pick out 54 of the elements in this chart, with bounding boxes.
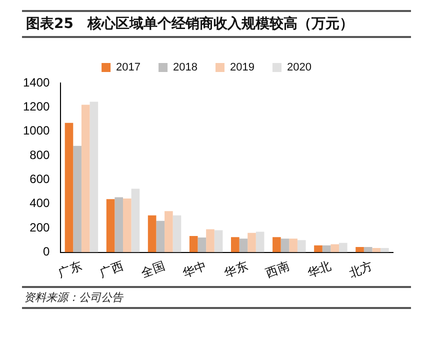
x-tick-label: 华北 <box>306 258 333 280</box>
y-tick-label: 800 <box>30 148 50 162</box>
bar <box>106 199 115 252</box>
bar <box>356 246 364 252</box>
bar <box>322 245 331 252</box>
bar <box>239 238 248 252</box>
bar <box>297 240 306 252</box>
bar <box>289 238 298 252</box>
legend-label: 2018 <box>173 62 198 74</box>
bar <box>81 104 90 252</box>
bar <box>339 242 348 252</box>
text: 资料来源：公司公告 <box>22 286 411 309</box>
bar <box>148 215 156 252</box>
bar <box>231 237 240 252</box>
bar <box>214 230 223 252</box>
bar <box>272 237 281 252</box>
bar <box>172 215 182 252</box>
legend-label: 2019 <box>230 62 254 74</box>
x-tick-label: 广西 <box>98 258 126 280</box>
bar <box>330 244 339 252</box>
bar <box>123 198 132 252</box>
x-tick-label: 华东 <box>222 258 250 280</box>
y-tick-label: 1000 <box>22 124 50 138</box>
bar <box>314 245 322 252</box>
y-tick-label: 1200 <box>22 99 50 114</box>
bar <box>131 188 140 252</box>
bar <box>156 220 165 252</box>
bar <box>189 236 198 252</box>
x-tick-label: 广东 <box>56 258 84 280</box>
y-tick-label: 200 <box>30 220 50 234</box>
x-tick-label: 北方 <box>347 258 374 280</box>
bar <box>90 102 98 252</box>
x-tick-label: 华中 <box>180 258 208 280</box>
y-tick-label: 1400 <box>22 75 50 90</box>
bar <box>280 238 290 252</box>
bar <box>164 211 173 252</box>
bar <box>256 232 264 252</box>
bar <box>73 146 82 252</box>
bar <box>380 248 389 252</box>
bar <box>372 248 381 252</box>
x-tick-label: 西南 <box>264 258 292 280</box>
bar <box>64 122 74 252</box>
y-tick-label: 0 <box>43 244 50 259</box>
y-tick-label: 400 <box>30 196 50 210</box>
bar <box>114 197 124 252</box>
y-tick-label: 600 <box>30 172 50 186</box>
bar <box>248 232 256 252</box>
legend-label: 2017 <box>116 62 141 74</box>
chart-title: 图表25 核心区域单个经销商收入规模较高（万元） <box>22 10 411 38</box>
bar <box>364 246 372 252</box>
bar <box>198 238 206 252</box>
bar <box>206 229 214 252</box>
x-tick-label: 全国 <box>139 258 167 280</box>
legend-label: 2020 <box>286 62 312 74</box>
